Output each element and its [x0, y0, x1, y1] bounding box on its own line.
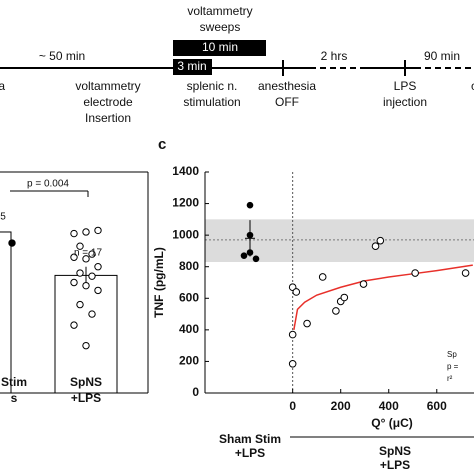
point	[288, 330, 297, 339]
point	[246, 231, 254, 239]
event-label: c	[471, 79, 474, 93]
point	[76, 269, 84, 277]
interval: 2 hrs	[321, 49, 348, 63]
group-label: SpNS	[379, 444, 411, 458]
x-tick-label: 200	[331, 399, 351, 413]
point	[359, 280, 368, 288]
group-label: Sham Stim	[219, 432, 281, 446]
point	[82, 255, 90, 263]
y-tick-label: 0	[192, 385, 199, 399]
x-tick-label: 400	[379, 399, 399, 413]
point	[292, 288, 301, 296]
point	[252, 255, 260, 263]
interval: ~ 50 min	[39, 49, 85, 63]
event-label: LPS	[394, 79, 417, 93]
y-tick-label: 200	[179, 354, 199, 368]
point	[70, 253, 78, 261]
event-label: anesthesia	[258, 79, 316, 93]
point	[240, 252, 248, 259]
point	[94, 226, 102, 235]
point	[94, 263, 102, 271]
event-label: OFF	[275, 95, 299, 109]
y-tick-label: 1200	[172, 196, 199, 210]
point	[246, 249, 254, 256]
event-label: esia	[0, 79, 5, 93]
group-label: +LPS	[235, 446, 265, 460]
y-tick-label: 400	[179, 322, 199, 336]
point	[82, 341, 90, 350]
event-label: electrode	[83, 95, 133, 109]
annotation: r²	[447, 374, 453, 383]
y-axis-label: TNF (pg/mL)	[152, 247, 166, 318]
point	[88, 310, 96, 318]
point	[303, 319, 311, 328]
sweep-box	[173, 40, 266, 56]
x-tick-label: 600	[427, 399, 447, 413]
group-label: +LPS	[380, 458, 410, 472]
bar	[0, 231, 12, 394]
point	[332, 307, 340, 315]
point	[76, 300, 84, 309]
point	[288, 359, 297, 368]
interval: 90 min	[424, 49, 460, 63]
point	[88, 272, 96, 280]
y-tick-label: 1000	[172, 227, 199, 241]
bar	[54, 274, 118, 394]
point	[246, 201, 254, 209]
point	[70, 321, 78, 329]
event-label: injection	[383, 95, 427, 109]
point	[376, 236, 385, 245]
p-value: p = 0.004	[27, 179, 69, 190]
point	[411, 269, 419, 277]
point	[340, 293, 349, 302]
point	[82, 228, 90, 236]
y-tick-label: 600	[179, 290, 199, 304]
point	[70, 278, 78, 287]
sweeps-label: voltammetry	[187, 4, 252, 18]
event-label: Insertion	[85, 111, 131, 125]
n-label: 5	[0, 212, 6, 223]
stim-box	[173, 59, 212, 75]
x-tick-label: +LPS	[71, 391, 101, 405]
point	[318, 273, 327, 281]
x-tick-label: s	[11, 391, 18, 405]
event-label: splenic n.	[187, 79, 238, 93]
sweeps-label: sweeps	[200, 20, 241, 34]
point	[70, 229, 78, 238]
panel-label: c	[158, 136, 166, 153]
sweep-duration: 10 min	[202, 40, 238, 54]
point	[94, 286, 102, 295]
stim-duration: 3 min	[177, 59, 206, 73]
x-tick-label: Stim	[1, 375, 27, 389]
point	[461, 269, 470, 277]
annotation: p =	[447, 362, 459, 371]
point	[8, 239, 16, 247]
x-tick-label: SpNS	[70, 375, 102, 389]
y-tick-label: 1400	[172, 164, 199, 178]
event-label: voltammetry	[75, 79, 140, 93]
fit-line	[293, 264, 473, 330]
x-axis-label: Q° (μC)	[371, 416, 412, 430]
annotation: Sp	[447, 350, 457, 359]
point	[76, 242, 84, 250]
y-tick-label: 800	[179, 259, 199, 273]
n-label: n = 17	[74, 248, 103, 259]
point	[88, 250, 96, 258]
point	[82, 281, 90, 290]
event-label: stimulation	[183, 95, 240, 109]
x-tick-label: 0	[289, 399, 296, 413]
point	[371, 242, 380, 250]
